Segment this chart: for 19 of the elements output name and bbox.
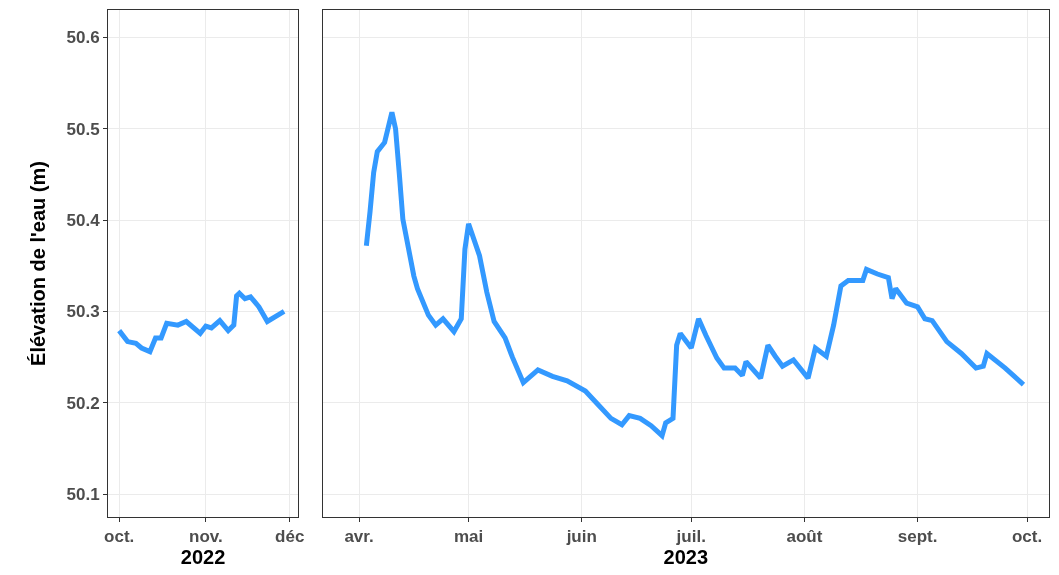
y-tick-label: 50.3 (66, 302, 100, 322)
x-tick-label: juin (565, 527, 597, 547)
x-tick-label: août (786, 527, 823, 547)
y-tick-label: 50.2 (66, 393, 100, 413)
x-tick-label: oct. (104, 527, 135, 547)
x-tick-label: oct. (1011, 527, 1043, 547)
x-tick-label: avr. (344, 527, 374, 547)
x-tick-label: mai (453, 527, 484, 547)
x-tick-label: déc (275, 527, 305, 547)
y-tick-label: 50.4 (66, 211, 101, 231)
x-axis-title: 2023 (663, 546, 709, 569)
x-tick-label: nov. (189, 527, 223, 547)
x-tick-label: sept. (897, 527, 938, 547)
y-tick-label: 50.1 (66, 485, 100, 505)
x-tick-label: juil. (675, 527, 706, 547)
y-axis-title: Élévation de l'eau (m) (27, 161, 50, 366)
y-tick-label: 50.6 (66, 28, 100, 48)
y-tick-label: 50.5 (66, 119, 100, 139)
x-axis-title: 2022 (180, 546, 226, 569)
